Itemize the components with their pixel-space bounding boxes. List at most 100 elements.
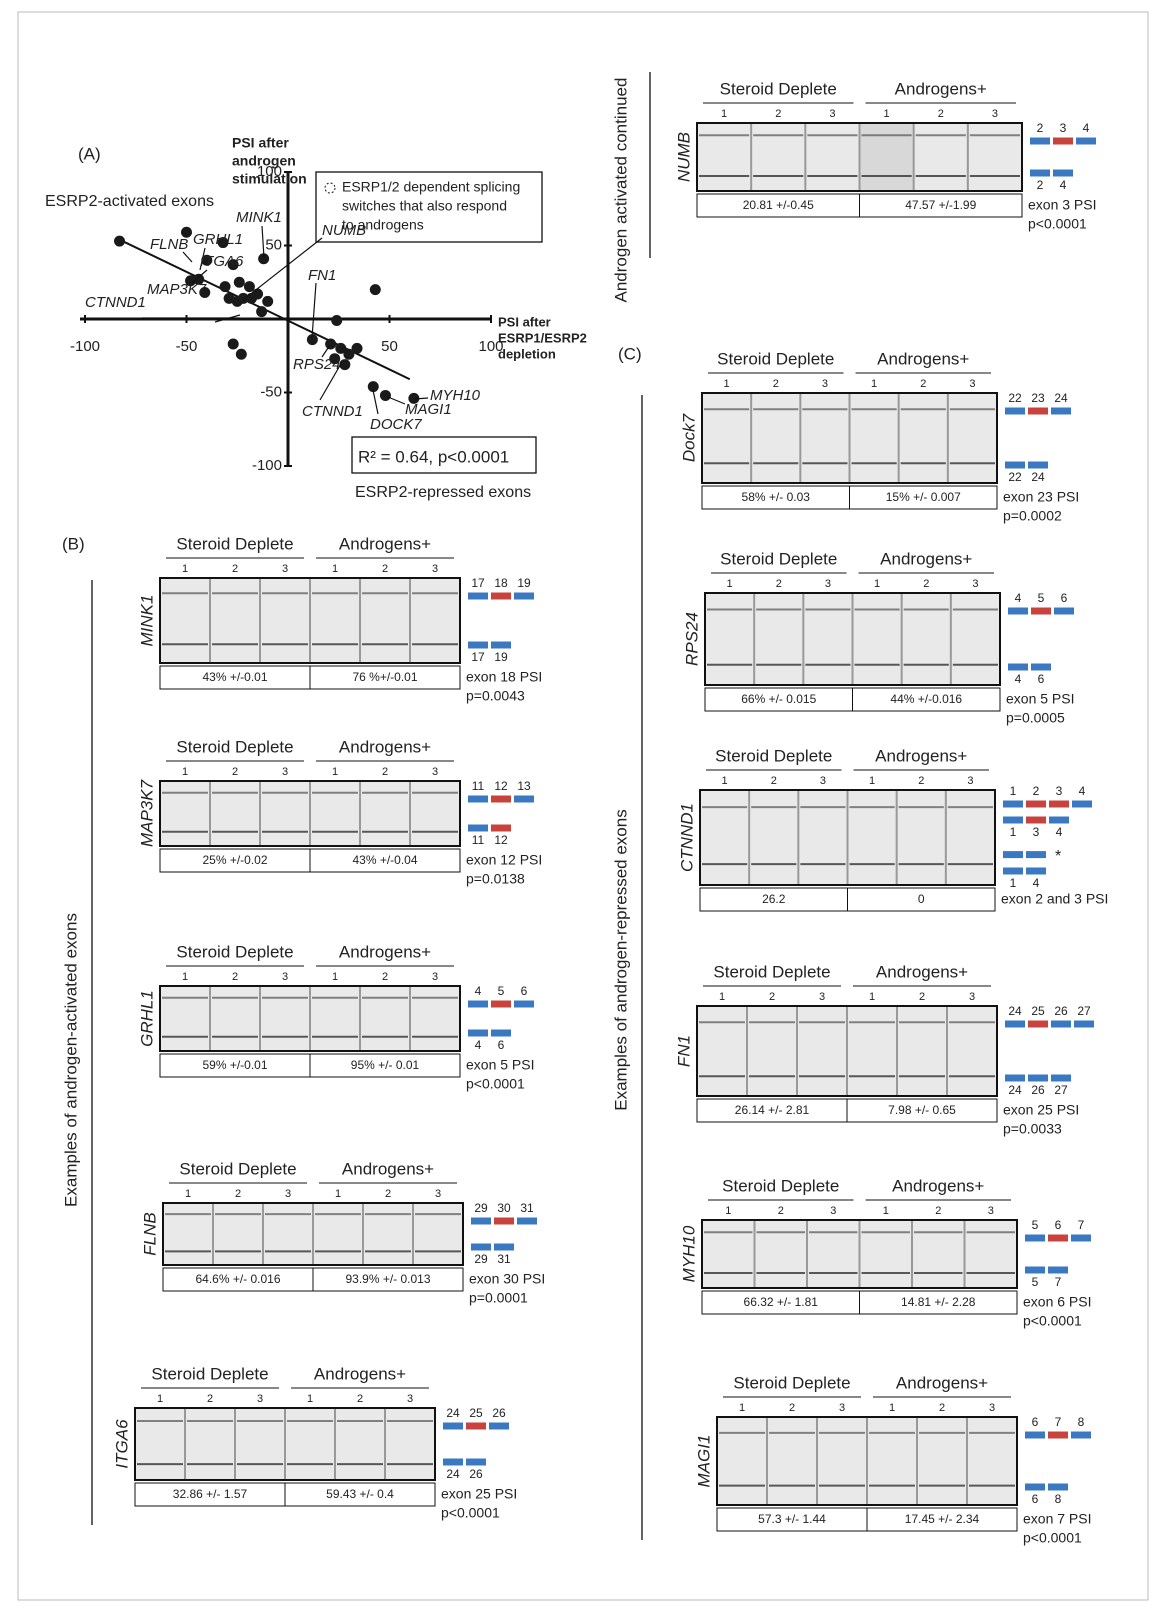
- lane-number: 1: [722, 775, 728, 787]
- lane-number: 1: [335, 1188, 341, 1200]
- gel-lane: [860, 1220, 913, 1288]
- gel-lane: [313, 1203, 363, 1265]
- point-label: FN1: [308, 267, 336, 284]
- lane-number: 3: [432, 563, 438, 575]
- p-value: p=0.0005: [1006, 710, 1065, 726]
- psi-value: 64.6% +/- 0.016: [195, 1272, 280, 1286]
- lane-number: 3: [822, 378, 828, 390]
- point-label: ITGA6: [200, 253, 244, 270]
- x-tick-label: -100: [70, 338, 100, 355]
- psi-label: exon 12 PSI: [466, 852, 542, 868]
- lane-number: 2: [232, 563, 238, 575]
- scatter-point: [236, 349, 247, 360]
- exon-box: [1026, 868, 1046, 875]
- group-label: Steroid Deplete: [179, 1159, 296, 1178]
- exon-box: [1005, 1021, 1025, 1028]
- exon-box: [1028, 462, 1048, 469]
- gel-lane: [413, 1203, 463, 1265]
- gel-lane: [160, 986, 210, 1051]
- exon-box: [468, 825, 488, 832]
- leader-line: [388, 397, 405, 404]
- gene-label: MINK1: [137, 595, 156, 647]
- exon-box: [1005, 462, 1025, 469]
- group-label: Androgens+: [875, 746, 967, 765]
- psi-value: 26.14 +/- 2.81: [735, 1103, 810, 1117]
- gel-lane: [702, 1220, 755, 1288]
- gel-lane: [160, 578, 210, 663]
- exon-number: 3: [1033, 825, 1040, 839]
- psi-label: exon 18 PSI: [466, 669, 542, 685]
- lane-number: 3: [989, 1402, 995, 1414]
- scatter-point: [256, 306, 267, 317]
- group-label: Steroid Deplete: [720, 79, 837, 98]
- panel-label: (B): [62, 534, 85, 553]
- gel-lane: [754, 593, 803, 685]
- lane-number: 2: [923, 578, 929, 590]
- gel-lane: [285, 1408, 335, 1480]
- side-label: Examples of androgen-activated exons: [61, 913, 80, 1207]
- point-label: DOCK7: [370, 416, 422, 433]
- exon-box: [1053, 170, 1073, 177]
- psi-label: exon 6 PSI: [1023, 1294, 1092, 1310]
- lane-number: 3: [969, 378, 975, 390]
- y-axis-label: stimulation: [232, 171, 307, 187]
- exon-number: 26: [492, 1406, 506, 1420]
- psi-value: 0: [918, 892, 925, 906]
- exon-number: 7: [1055, 1275, 1062, 1289]
- gel-lane: [235, 1408, 285, 1480]
- gel-lane: [751, 123, 805, 191]
- scatter-point: [352, 343, 363, 354]
- group-label: Steroid Deplete: [717, 349, 834, 368]
- lane-number: 2: [778, 1205, 784, 1217]
- exon-number: 24: [1008, 1083, 1022, 1097]
- p-value: p=0.0033: [1003, 1121, 1062, 1137]
- exon-number: 5: [1032, 1275, 1039, 1289]
- gel-lane: [867, 1417, 917, 1505]
- group-label: Steroid Deplete: [713, 962, 830, 981]
- exon-box: [1028, 1075, 1048, 1082]
- gel-lane: [947, 1006, 997, 1096]
- group-label: Steroid Deplete: [722, 1176, 839, 1195]
- lane-number: 3: [972, 578, 978, 590]
- psi-value: 58% +/- 0.03: [742, 490, 811, 504]
- lane-number: 1: [332, 766, 338, 778]
- group-label: Steroid Deplete: [176, 534, 293, 553]
- psi-value: 17.45 +/- 2.34: [905, 1512, 980, 1526]
- side-label: Androgen activated continued: [611, 78, 630, 303]
- exon-number: 25: [469, 1406, 483, 1420]
- gel-lane: [360, 986, 410, 1051]
- lane-number: 1: [182, 971, 188, 983]
- lane-number: 2: [935, 1205, 941, 1217]
- lane-number: 2: [382, 971, 388, 983]
- p-value: p=0.0002: [1003, 508, 1062, 524]
- exon-box: [1026, 801, 1046, 808]
- exon-number: 6: [1055, 1218, 1062, 1232]
- psi-value: 47.57 +/-1.99: [905, 198, 976, 212]
- legend-text: switches that also respond: [342, 198, 507, 214]
- psi-value: 26.2: [762, 892, 786, 906]
- group-label: Androgens+: [339, 737, 431, 756]
- exon-box: [1031, 608, 1051, 615]
- scatter-point: [262, 296, 273, 307]
- gene-label: MAGI1: [694, 1435, 713, 1488]
- gel-lane: [263, 1203, 313, 1265]
- exon-box: [1076, 138, 1096, 145]
- exon-box: [1030, 170, 1050, 177]
- lane-number: 2: [775, 108, 781, 120]
- gel-lane: [360, 578, 410, 663]
- lane-number: 1: [884, 108, 890, 120]
- exon-box: [1072, 801, 1092, 808]
- gel-lane: [968, 123, 1022, 191]
- lane-number: 2: [232, 971, 238, 983]
- exon-box: [1003, 817, 1023, 824]
- exon-box: [491, 593, 511, 600]
- scatter-point: [380, 390, 391, 401]
- lane-number: 1: [889, 1402, 895, 1414]
- exon-number: 6: [521, 984, 528, 998]
- gene-label: RPS24: [682, 612, 701, 666]
- exon-box: [468, 796, 488, 803]
- lane-number: 3: [819, 991, 825, 1003]
- exon-number: 26: [1031, 1083, 1045, 1097]
- gel-lane: [163, 1203, 213, 1265]
- gel-lane: [749, 790, 798, 885]
